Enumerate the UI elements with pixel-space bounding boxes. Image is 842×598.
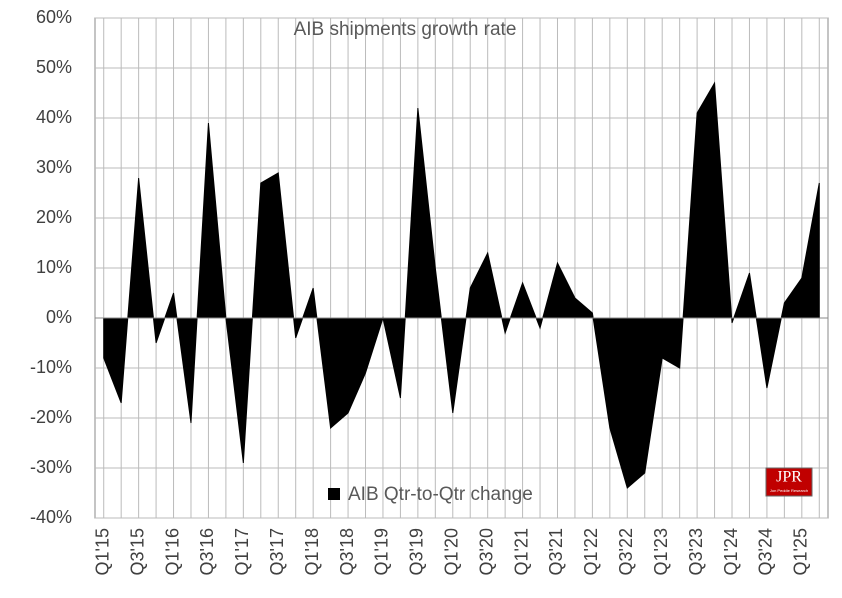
logo-box <box>765 467 813 497</box>
x-tick-label: Q3'23 <box>686 528 706 575</box>
y-tick-label: 0% <box>46 307 72 327</box>
x-tick-label: Q1'25 <box>791 528 811 575</box>
x-tick-label: Q3'16 <box>197 528 217 575</box>
x-tick-label: Q3'20 <box>476 528 496 575</box>
y-tick-label: -20% <box>30 407 72 427</box>
x-tick-label: Q3'24 <box>756 528 776 575</box>
y-tick-label: 30% <box>36 157 72 177</box>
legend-label: AIB Qtr-to-Qtr change <box>348 484 533 505</box>
legend-swatch <box>328 488 340 500</box>
x-tick-label: Q1'21 <box>511 528 531 575</box>
logo-subtitle: Jon Peddie Research <box>770 488 808 493</box>
x-tick-label: Q1'17 <box>232 528 252 575</box>
y-tick-label: 50% <box>36 57 72 77</box>
logo-text: JPR <box>776 469 802 486</box>
x-tick-label: Q1'15 <box>92 528 112 575</box>
x-tick-label: Q3'22 <box>616 528 636 575</box>
y-tick-label: -40% <box>30 507 72 527</box>
x-tick-label: Q3'15 <box>127 528 147 575</box>
y-tick-label: 40% <box>36 107 72 127</box>
x-tick-label: Q3'19 <box>407 528 427 575</box>
y-tick-label: 10% <box>36 257 72 277</box>
x-tick-label: Q1'20 <box>442 528 462 575</box>
x-tick-label: Q3'18 <box>337 528 357 575</box>
y-tick-label: 60% <box>36 7 72 27</box>
x-tick-label: Q1'23 <box>651 528 671 575</box>
x-tick-label: Q3'17 <box>267 528 287 575</box>
x-tick-label: Q3'21 <box>546 528 566 575</box>
x-tick-label: Q1'16 <box>162 528 182 575</box>
y-tick-label: -10% <box>30 357 72 377</box>
area <box>103 81 820 489</box>
x-tick-label: Q1'24 <box>721 528 741 575</box>
x-tick-label: Q1'19 <box>372 528 392 575</box>
chart-title: AIB shipments growth rate <box>294 19 517 40</box>
x-tick-label: Q1'22 <box>581 528 601 575</box>
x-tick-label: Q1'18 <box>302 528 322 575</box>
y-tick-label: 20% <box>36 207 72 227</box>
y-tick-label: -30% <box>30 457 72 477</box>
